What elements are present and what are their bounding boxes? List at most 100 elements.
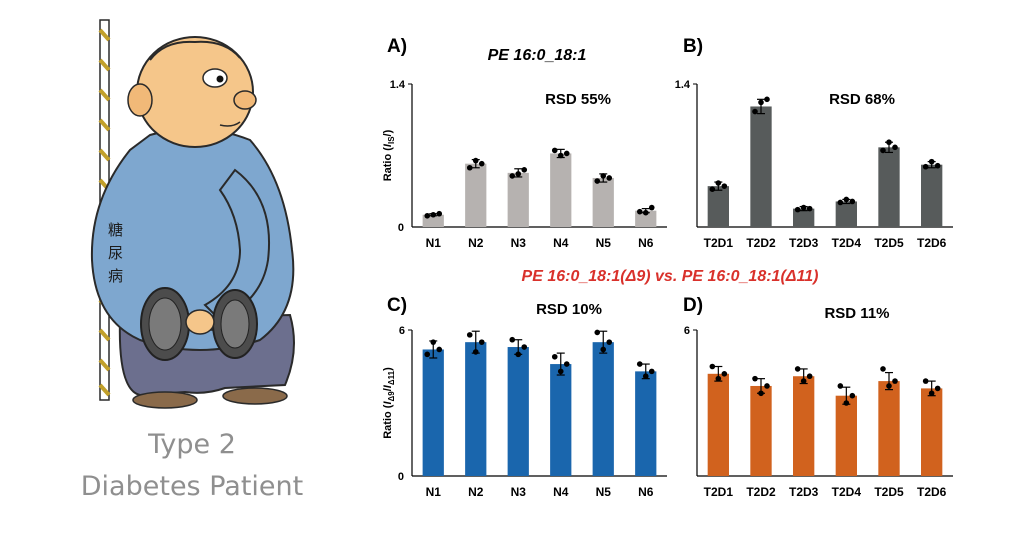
bar	[507, 347, 529, 476]
x-tick-label: N3	[511, 236, 527, 250]
data-point	[436, 346, 443, 353]
bar	[465, 163, 487, 227]
data-point	[794, 366, 801, 372]
data-point	[557, 368, 564, 375]
y-tick-label: 1.4	[390, 79, 406, 91]
bar	[550, 364, 572, 476]
y-axis-label-part: )	[382, 129, 394, 133]
y-tick-label: 0	[398, 471, 404, 483]
bar	[793, 376, 815, 476]
data-point	[436, 210, 443, 217]
x-tick-label: N5	[596, 236, 612, 250]
data-point	[466, 164, 473, 171]
data-point	[642, 209, 649, 216]
bar	[707, 186, 729, 227]
bar	[707, 373, 729, 476]
belly-text: 病	[108, 267, 123, 285]
x-tick-label: N1	[426, 236, 442, 250]
data-point	[880, 366, 886, 372]
data-point	[922, 378, 929, 384]
data-point	[478, 160, 485, 167]
x-tick-label: T2D2	[746, 236, 776, 250]
y-axis-label: Ratio (IIS/)	[382, 129, 396, 181]
data-point	[843, 400, 850, 406]
bar	[878, 381, 900, 476]
rsd-annotation: RSD 55%	[545, 91, 611, 108]
data-point	[563, 361, 570, 367]
hair	[149, 40, 241, 61]
data-point	[892, 378, 898, 384]
y-axis-label-part: IS	[387, 136, 396, 144]
x-tick-label: T2D3	[789, 485, 819, 499]
bar	[835, 395, 857, 476]
eye	[202, 68, 228, 88]
data-point	[648, 204, 655, 211]
data-point	[928, 390, 935, 397]
x-tick-label: N5	[596, 485, 612, 499]
data-point	[843, 196, 850, 203]
data-point	[764, 96, 770, 103]
y-axis-label-part: /	[382, 133, 394, 136]
x-tick-label: T2D6	[917, 236, 947, 250]
x-tick-label: N2	[468, 236, 484, 250]
data-point	[515, 351, 522, 358]
x-tick-label: N1	[426, 485, 442, 499]
y-tick-label: 6	[399, 325, 405, 337]
data-point	[764, 383, 770, 389]
data-point	[636, 361, 643, 367]
data-point	[430, 211, 437, 218]
comparison-title: PE 16:0_18:1(Δ9) vs. PE 16:0_18:1(Δ11)	[522, 268, 819, 285]
data-point	[600, 173, 607, 179]
data-point	[709, 363, 716, 370]
data-point	[934, 162, 941, 169]
x-tick-label: N3	[511, 485, 527, 499]
bar	[878, 147, 900, 227]
data-point	[806, 373, 813, 380]
x-tick-label: N6	[638, 485, 654, 499]
x-tick-label: T2D4	[832, 236, 862, 250]
bar	[750, 106, 772, 227]
pupil	[216, 75, 224, 83]
y-tick-label: 0	[398, 222, 404, 234]
x-tick-label: N6	[638, 236, 654, 250]
y-axis-label-part: /	[382, 388, 394, 391]
y-axis-label-part: Ratio (	[382, 404, 394, 439]
bar	[592, 342, 614, 476]
y-axis-label-part: Δ11	[387, 370, 396, 385]
data-point	[886, 383, 892, 389]
y-tick-label: 6	[684, 325, 690, 337]
data-point	[892, 144, 898, 151]
chart-panel-b: B) RSD 68% 1.4 T2D1 T2D2 T2D3 T2D4 T2D5 T2D6	[675, 36, 953, 250]
y-axis-label-part: )	[382, 367, 394, 371]
chart-title: PE 16:0_18:1	[488, 47, 587, 64]
data-point	[424, 212, 431, 219]
belly-text: 糖	[108, 221, 123, 239]
y-tick-label: 1.4	[675, 79, 691, 91]
rsd-annotation: RSD 68%	[829, 91, 895, 108]
data-point	[521, 167, 528, 173]
data-point	[600, 346, 607, 353]
belly-text: 尿	[108, 244, 123, 262]
data-point	[800, 378, 807, 384]
chart-panel-d: D) RSD 11% 6 T2D1 T2D2 T2D3 T2D4 T2D5 T2D6	[683, 295, 953, 499]
bar	[835, 201, 857, 227]
data-point	[648, 368, 655, 375]
data-point	[721, 183, 728, 189]
mouth	[219, 121, 241, 127]
bar	[750, 385, 772, 476]
data-point	[758, 390, 764, 397]
data-point	[478, 339, 485, 345]
x-tick-label: N4	[553, 485, 569, 499]
data-point	[424, 351, 431, 358]
data-point	[472, 349, 479, 355]
data-point	[806, 205, 813, 212]
data-point	[752, 375, 758, 382]
bar	[422, 349, 444, 476]
nose	[233, 90, 257, 110]
y-axis-label: Ratio (IΔ9/IΔ11)	[382, 367, 396, 439]
x-tick-label: T2D3	[789, 236, 819, 250]
data-point	[551, 147, 558, 154]
x-tick-label: T2D5	[874, 485, 904, 499]
data-point	[515, 171, 522, 177]
